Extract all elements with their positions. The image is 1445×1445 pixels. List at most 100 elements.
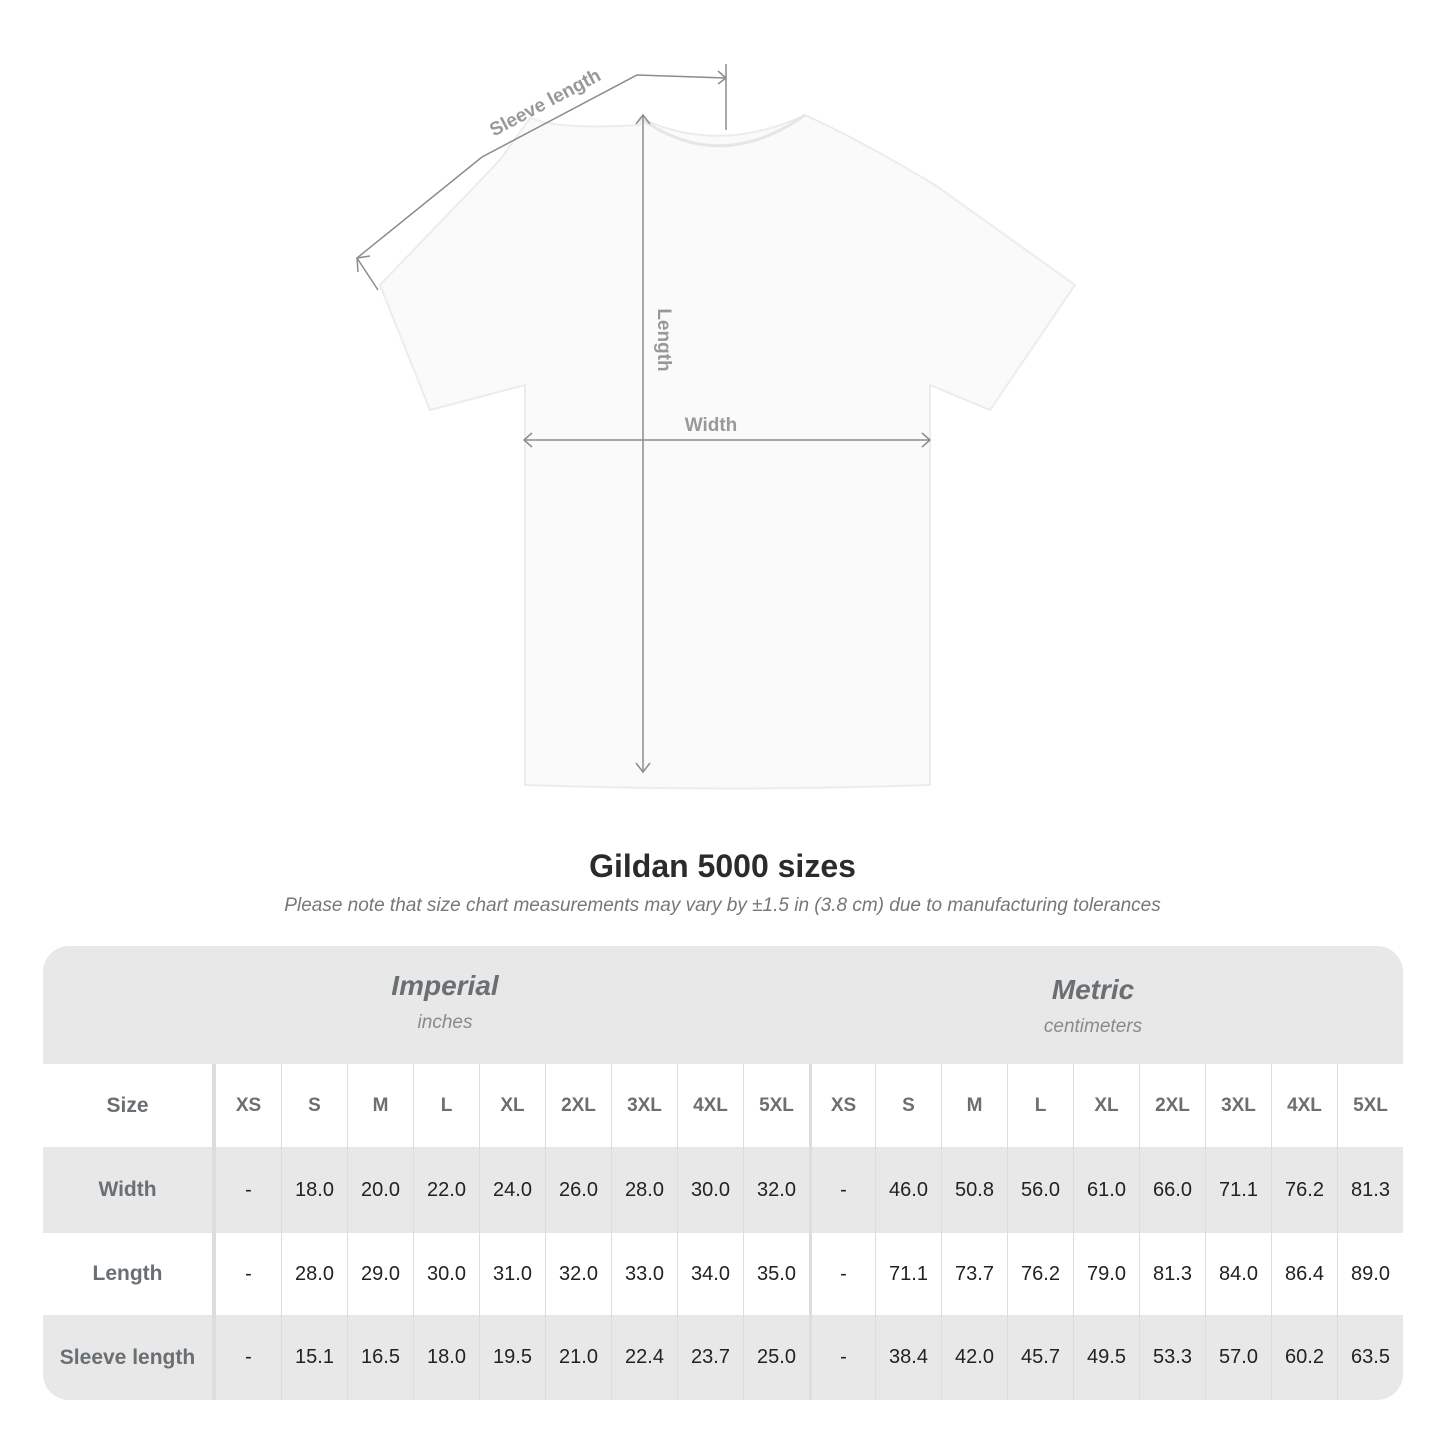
width-arrows — [522, 432, 932, 448]
imperial-value-cell: 28.0 — [281, 1233, 347, 1315]
imperial-value-cell: 32.0 — [743, 1147, 809, 1233]
imperial-value-cell: 15.1 — [281, 1315, 347, 1400]
table-row: Length -28.0 29.0 30.0 31.0 32.0 33.0 34.0 35.0-… — [43, 1233, 1403, 1315]
imperial-value-cell: 29.0 — [347, 1233, 413, 1315]
metric-value-cell: 49.5 — [1073, 1315, 1139, 1400]
length-label: Length — [653, 308, 674, 371]
metric-value-cell: 42.0 — [941, 1315, 1007, 1400]
imperial-value-cell: - — [215, 1147, 281, 1233]
imperial-value-cell: 18.0 — [281, 1147, 347, 1233]
metric-size-XL: XL — [1073, 1064, 1139, 1147]
metric-value-cell: 79.0 — [1073, 1233, 1139, 1315]
row-label: Sleeve length — [43, 1315, 215, 1400]
metric-title: Metric — [1051, 974, 1135, 1005]
imperial-size-L: L — [413, 1064, 479, 1147]
tshirt-diagram: Sleeve length Length Width — [356, 64, 1077, 790]
page-title: Gildan 5000 sizes — [589, 848, 856, 884]
metric-size-3XL: 3XL — [1205, 1064, 1271, 1147]
metric-value-cell: 84.0 — [1205, 1233, 1271, 1315]
imperial-value-cell: - — [215, 1315, 281, 1400]
tshirt-collar — [639, 113, 806, 148]
sleeve-arrow-right — [717, 70, 727, 85]
imperial-value-cell: - — [215, 1233, 281, 1315]
metric-value-cell: 86.4 — [1271, 1233, 1337, 1315]
imperial-value-cell: 20.0 — [347, 1147, 413, 1233]
metric-value-cell: 56.0 — [1007, 1147, 1073, 1233]
metric-size-L: L — [1007, 1064, 1073, 1147]
imperial-size-S: S — [281, 1064, 347, 1147]
imperial-value-cell: 16.5 — [347, 1315, 413, 1400]
metric-value-cell: - — [809, 1147, 875, 1233]
imperial-value-cell: 35.0 — [743, 1233, 809, 1315]
imperial-value-cell: 30.0 — [677, 1147, 743, 1233]
imperial-value-cell: 30.0 — [413, 1233, 479, 1315]
metric-value-cell: 76.2 — [1271, 1147, 1337, 1233]
metric-size-S: S — [875, 1064, 941, 1147]
metric-value-cell: 45.7 — [1007, 1315, 1073, 1400]
metric-value-cell: 57.0 — [1205, 1315, 1271, 1400]
size-table: Imperial inches Metric centimeters Size X… — [43, 946, 1403, 1400]
metric-value-cell: 76.2 — [1007, 1233, 1073, 1315]
imperial-value-cell: 34.0 — [677, 1233, 743, 1315]
imperial-size-XL: XL — [479, 1064, 545, 1147]
imperial-value-cell: 21.0 — [545, 1315, 611, 1400]
imperial-value-cell: 26.0 — [545, 1147, 611, 1233]
table-row: Width -18.0 20.0 22.0 24.0 26.0 28.0 30.0 32.0-4… — [43, 1147, 1403, 1233]
unit-header — [43, 946, 1403, 1064]
imperial-value-cell: 24.0 — [479, 1147, 545, 1233]
size-header-row: Size XS S M L XL 2XL 3XL 4XL 5XL XS S M L XL 2XL 3XL 4XL 5… — [43, 1064, 1403, 1147]
width-label: Width — [685, 415, 738, 436]
imperial-size-M: M — [347, 1064, 413, 1147]
metric-unit: centimeters — [1043, 1016, 1143, 1037]
length-arrows — [635, 113, 651, 774]
imperial-value-cell: 23.7 — [677, 1315, 743, 1400]
imperial-title: Imperial — [391, 970, 499, 1001]
imperial-value-cell: 18.0 — [413, 1315, 479, 1400]
table-row: Sleeve length -15.1 16.5 18.0 19.5 21.0 22.4 23… — [43, 1315, 1403, 1400]
metric-value-cell: - — [809, 1233, 875, 1315]
size-label: Size — [43, 1064, 215, 1147]
imperial-size-4XL: 4XL — [677, 1064, 743, 1147]
imperial-value-cell: 31.0 — [479, 1233, 545, 1315]
metric-value-cell: 81.3 — [1139, 1233, 1205, 1315]
imperial-value-cell: 28.0 — [611, 1147, 677, 1233]
metric-value-cell: 38.4 — [875, 1315, 941, 1400]
imperial-size-XS: XS — [215, 1064, 281, 1147]
row-label: Length — [43, 1233, 215, 1315]
metric-size-XS: XS — [809, 1064, 875, 1147]
metric-size-M: M — [941, 1064, 1007, 1147]
metric-value-cell: 61.0 — [1073, 1147, 1139, 1233]
imperial-unit: inches — [417, 1012, 473, 1033]
imperial-value-cell: 32.0 — [545, 1233, 611, 1315]
imperial-size-3XL: 3XL — [611, 1064, 677, 1147]
tshirt-shape — [378, 113, 1077, 790]
imperial-size-2XL: 2XL — [545, 1064, 611, 1147]
imperial-header: Imperial inches — [215, 970, 675, 1034]
metric-size-5XL: 5XL — [1337, 1064, 1403, 1147]
metric-size-4XL: 4XL — [1271, 1064, 1337, 1147]
metric-value-cell: - — [809, 1315, 875, 1400]
metric-value-cell: 73.7 — [941, 1233, 1007, 1315]
imperial-value-cell: 22.4 — [611, 1315, 677, 1400]
metric-value-cell: 53.3 — [1139, 1315, 1205, 1400]
metric-value-cell: 66.0 — [1139, 1147, 1205, 1233]
row-label: Width — [43, 1147, 215, 1233]
imperial-value-cell: 33.0 — [611, 1233, 677, 1315]
metric-value-cell: 63.5 — [1337, 1315, 1403, 1400]
metric-value-cell: 89.0 — [1337, 1233, 1403, 1315]
sleeve-measure-line — [356, 74, 727, 291]
sleeve-arrow-left — [356, 255, 371, 273]
metric-size-2XL: 2XL — [1139, 1064, 1205, 1147]
metric-value-cell: 60.2 — [1271, 1315, 1337, 1400]
metric-value-cell: 46.0 — [875, 1147, 941, 1233]
tolerance-note: Please note that size chart measurements… — [284, 895, 1161, 916]
metric-header: Metric centimeters — [863, 974, 1323, 1038]
metric-value-cell: 81.3 — [1337, 1147, 1403, 1233]
metric-value-cell: 71.1 — [1205, 1147, 1271, 1233]
metric-value-cell: 50.8 — [941, 1147, 1007, 1233]
metric-value-cell: 71.1 — [875, 1233, 941, 1315]
imperial-size-5XL: 5XL — [743, 1064, 809, 1147]
imperial-value-cell: 22.0 — [413, 1147, 479, 1233]
imperial-value-cell: 25.0 — [743, 1315, 809, 1400]
imperial-value-cell: 19.5 — [479, 1315, 545, 1400]
